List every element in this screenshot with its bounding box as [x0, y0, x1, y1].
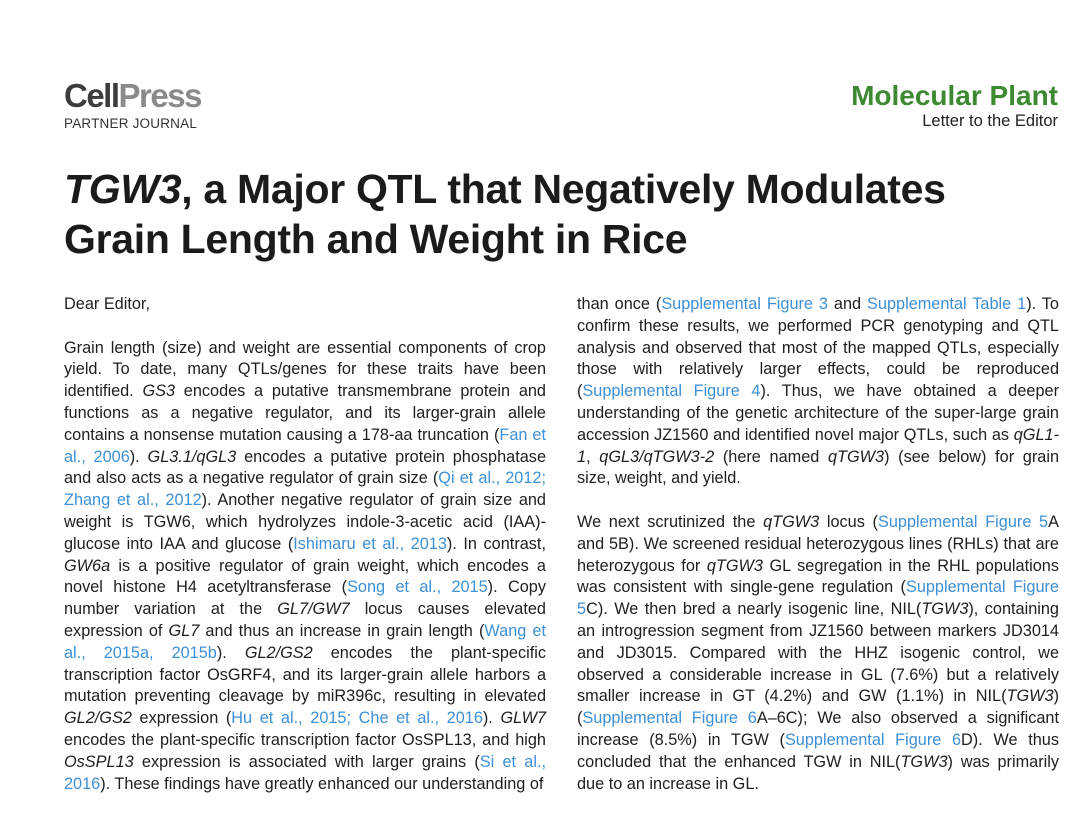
citation-link[interactable]: Qi et al., 2012; Zhang et al., 2012 — [64, 469, 546, 510]
italic-text: TGW3 — [64, 166, 182, 212]
citation-link[interactable]: Si et al., 2016 — [64, 752, 546, 793]
text-run: , a Major QTL that Negatively Modulates — [181, 166, 946, 212]
journal-name: Molecular Plant — [851, 80, 1058, 111]
article-type: Letter to the Editor — [922, 112, 1058, 130]
italic-text: TGW3 — [921, 600, 969, 619]
text-run: expression ( — [131, 709, 232, 728]
text-run: (here named — [714, 447, 828, 466]
italic-text: qGL3/qTGW3-2 — [599, 447, 715, 466]
italic-text: qTGW3 — [706, 556, 763, 575]
italic-text: qTGW3 — [763, 512, 820, 531]
text-run: ). — [216, 643, 245, 662]
paragraph: Grain length (size) and weight are essen… — [64, 338, 546, 796]
text-run: ). Copy number variation at the — [64, 578, 546, 619]
italic-text: GL7/GW7 — [277, 600, 350, 619]
citation-link[interactable]: Fan et al., 2006 — [64, 425, 546, 466]
italic-text: GL3.1/qGL3 — [147, 447, 237, 466]
citation-link[interactable]: Supplemental Figure 4 — [582, 382, 761, 401]
text-run: locus causes elevated expression of — [64, 600, 546, 640]
text-run: ). Thus, we have obtained a deeper under… — [577, 382, 1059, 444]
text-run: Dear Editor, — [64, 295, 150, 313]
text-run: ). These findings have greatly enhanced … — [100, 774, 544, 793]
italic-text: GS3 — [142, 382, 176, 401]
italic-text: OsSPL13 — [64, 752, 134, 771]
italic-text: GL2/GS2 — [64, 709, 132, 728]
text-run: locus ( — [819, 512, 878, 531]
article-title: TGW3, a Major QTL that Negatively Modula… — [64, 164, 946, 264]
text-run: ) (see below) for grain size, weight, an… — [577, 447, 1059, 488]
text-run: and — [827, 295, 868, 313]
text-run: D). We thus concluded that the enhanced … — [577, 730, 1059, 771]
citation-link[interactable]: Supplemental Figure 3 — [661, 295, 828, 313]
italic-text: TGW3 — [900, 752, 948, 771]
text-run: encodes the plant-specific transcription… — [64, 643, 547, 706]
citation-link[interactable]: Hu et al., 2015; Che et al., 2016 — [231, 709, 483, 728]
italic-text: GL2/GS2 — [244, 643, 313, 662]
text-run: than once ( — [577, 295, 662, 313]
text-run: ) ( — [577, 687, 1059, 728]
paragraph: We next scrutinized the qTGW3 locus (Sup… — [577, 512, 1059, 795]
title-line: TGW3, a Major QTL that Negatively Modula… — [64, 164, 946, 214]
text-run: A–6C); We also observed a significant in… — [577, 709, 1059, 749]
citation-link[interactable]: Supplemental Figure 5 — [577, 578, 1059, 619]
text-run: encodes a putative transmembrane protein… — [64, 382, 546, 444]
italic-text: GW6a — [64, 556, 111, 575]
logo-part: Cell — [64, 77, 120, 114]
citation-link[interactable]: Supplemental Figure 6 — [784, 730, 962, 749]
citation-link[interactable]: Song et al., 2015 — [347, 578, 488, 597]
text-run: expression is associated with larger gra… — [133, 752, 480, 771]
citation-link[interactable]: Supplemental Table 1 — [867, 295, 1027, 313]
italic-text: TGW3 — [1006, 687, 1054, 706]
text-run: C). We then bred a nearly isogenic line,… — [586, 600, 922, 619]
text-run: and thus an increase in grain length ( — [199, 621, 485, 640]
text-run: ). Another negative regulator of grain s… — [64, 491, 546, 553]
text-run: , — [586, 447, 600, 466]
citation-link[interactable]: Ishimaru et al., 2013 — [293, 534, 447, 553]
text-run: ). — [482, 709, 501, 728]
italic-text: GL7 — [168, 621, 200, 640]
text-run: ), containing an introgression segment f… — [577, 600, 1059, 706]
logo-part: Press — [118, 77, 203, 114]
text-column: Dear Editor, Grain length (size) and weig… — [64, 294, 546, 817]
text-run: encodes a putative protein phosphatase a… — [64, 447, 547, 488]
text-run: ). In contrast, — [446, 534, 546, 553]
publisher-logo: CellPress — [64, 77, 203, 114]
logo-subtitle: PARTNER JOURNAL — [64, 116, 198, 131]
italic-text: qTGW3 — [827, 447, 885, 466]
citation-link[interactable]: Supplemental Figure 5 — [877, 512, 1049, 531]
citation-link[interactable]: Supplemental Figure 6 — [582, 709, 757, 728]
text-run: Grain Length and Weight in Rice — [64, 216, 688, 262]
italic-text: GLW7 — [500, 709, 547, 728]
paragraph: Dear Editor, — [64, 294, 546, 316]
text-run: We next scrutinized the — [577, 512, 764, 531]
text-run: GL segregation in the RHL populations wa… — [577, 556, 1059, 597]
text-run: is a positive regulator of grain weight,… — [64, 556, 546, 597]
title-line: Grain Length and Weight in Rice — [64, 214, 946, 264]
italic-text: qGL1-1 — [577, 425, 1059, 466]
text-column: than once (Supplemental Figure 3 and Sup… — [577, 294, 1059, 817]
text-run: ). To confirm these results, we performe… — [577, 295, 1059, 401]
text-run: ). — [129, 447, 148, 466]
text-run: encodes the plant-specific transcription… — [64, 730, 546, 749]
text-run: Grain length (size) and weight are essen… — [64, 338, 546, 401]
citation-link[interactable]: Wang et al., 2015a, 2015b — [64, 621, 546, 662]
text-run: A and 5B). We screened residual heterozy… — [577, 512, 1059, 575]
text-run: ) was primarily due to an increase in GL… — [577, 752, 1060, 793]
paragraph: than once (Supplemental Figure 3 and Sup… — [577, 294, 1059, 490]
